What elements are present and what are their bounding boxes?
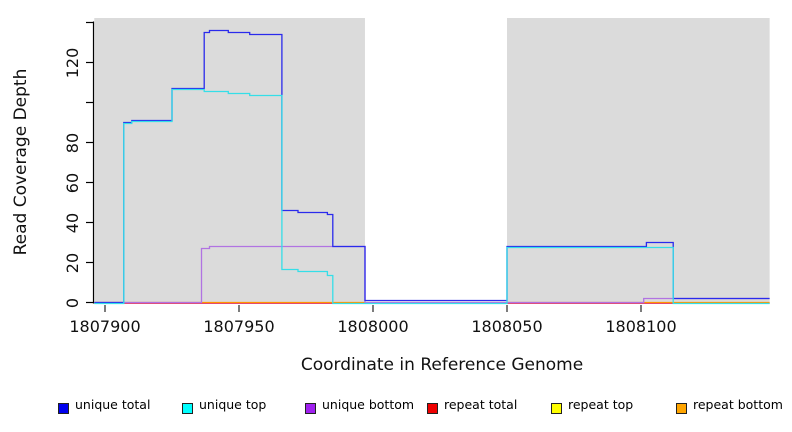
legend-swatch-icon [676, 403, 687, 414]
legend-label: repeat top [568, 397, 634, 412]
legend-label: unique bottom [322, 397, 415, 412]
x-tick-label: 1807900 [69, 317, 141, 336]
legend-swatch-icon [305, 403, 316, 414]
x-tick-label: 1808000 [337, 317, 409, 336]
y-axis-title: Read Coverage Depth [11, 68, 31, 256]
x-tick-label: 1807950 [203, 317, 275, 336]
legend-swatch-icon [427, 403, 438, 414]
series-line-unique-top [94, 88, 770, 305]
legend-label: repeat total [444, 397, 518, 412]
x-tick-label: 1808050 [471, 317, 543, 336]
legend-swatch-icon [551, 403, 562, 414]
y-tick-label: 120 [63, 47, 82, 78]
x-axis-title: Coordinate in Reference Genome [300, 355, 584, 375]
y-tick-label: 60 [63, 172, 82, 193]
panel-shading-1 [94, 18, 365, 303]
legend-swatch-icon [58, 403, 69, 414]
panel-shading-2 [507, 18, 770, 303]
legend-swatch-icon [182, 403, 193, 414]
y-tick-label: 80 [63, 132, 82, 153]
y-tick-label: 20 [63, 252, 82, 273]
y-tick-label: 40 [63, 212, 82, 233]
x-tick-label: 1808100 [605, 317, 677, 336]
legend-label: unique top [199, 397, 267, 412]
legend-label: repeat bottom [693, 397, 783, 412]
legend-label: unique total [75, 397, 151, 412]
legend: unique total unique top unique bottom repea… [0, 395, 792, 425]
series-line-unique-bottom [94, 245, 770, 304]
